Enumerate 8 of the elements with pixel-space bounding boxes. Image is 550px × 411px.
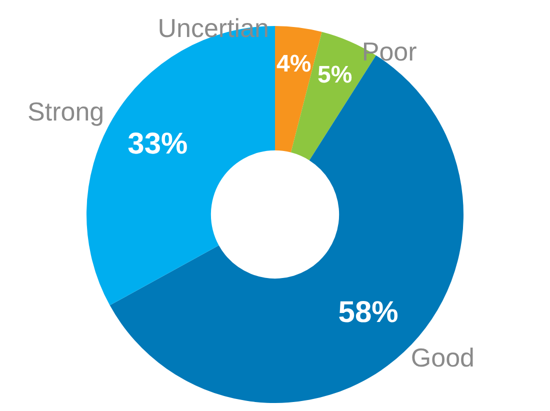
slice-label: Poor — [362, 36, 418, 67]
data-label: 33% — [128, 127, 188, 160]
slice-label: Strong — [28, 96, 104, 127]
data-label: 5% — [318, 62, 352, 89]
slice-label: Good — [410, 342, 474, 372]
data-label: 58% — [338, 296, 398, 330]
slice-label: Uncertian — [158, 13, 269, 44]
data-label: 4% — [276, 50, 312, 78]
